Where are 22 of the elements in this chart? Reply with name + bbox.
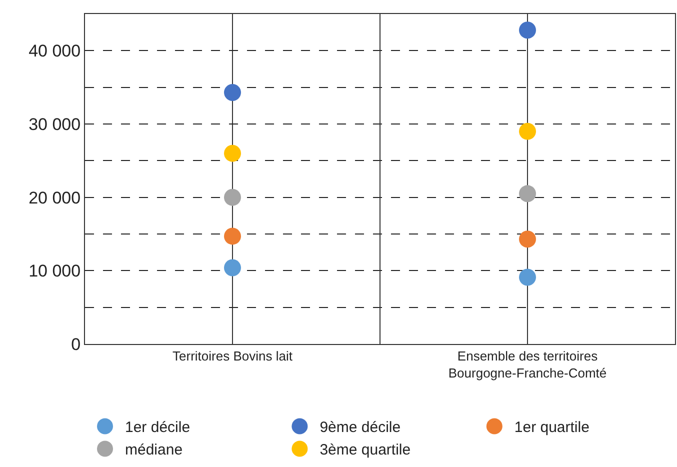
point (519, 122, 536, 140)
legend-label: 1er quartile (514, 419, 590, 436)
point (224, 188, 241, 206)
legend-label: 1er décile (125, 419, 190, 436)
y-tick-label: 0 (71, 334, 81, 354)
point (519, 22, 536, 39)
y-tick-label: 20 000 (28, 188, 81, 208)
legend-label: 3ème quartile (320, 442, 411, 459)
x-tick-label: Ensemble des territoires Bourgogne-Franche-Comté (448, 348, 607, 380)
point (224, 259, 241, 276)
legend-label: médiane (125, 442, 183, 459)
y-tick-label: 40 000 (28, 42, 81, 61)
y-tick-label: 10 000 (28, 262, 81, 281)
y-tick-label: 30 000 (28, 114, 81, 134)
point (519, 185, 536, 202)
point (224, 144, 241, 162)
point (519, 268, 536, 286)
legend-label: 9ème décile (320, 419, 401, 436)
point (224, 84, 241, 101)
x-tick-label: Territoires Bovins lait (172, 348, 293, 364)
point (519, 230, 536, 248)
point (224, 228, 241, 245)
